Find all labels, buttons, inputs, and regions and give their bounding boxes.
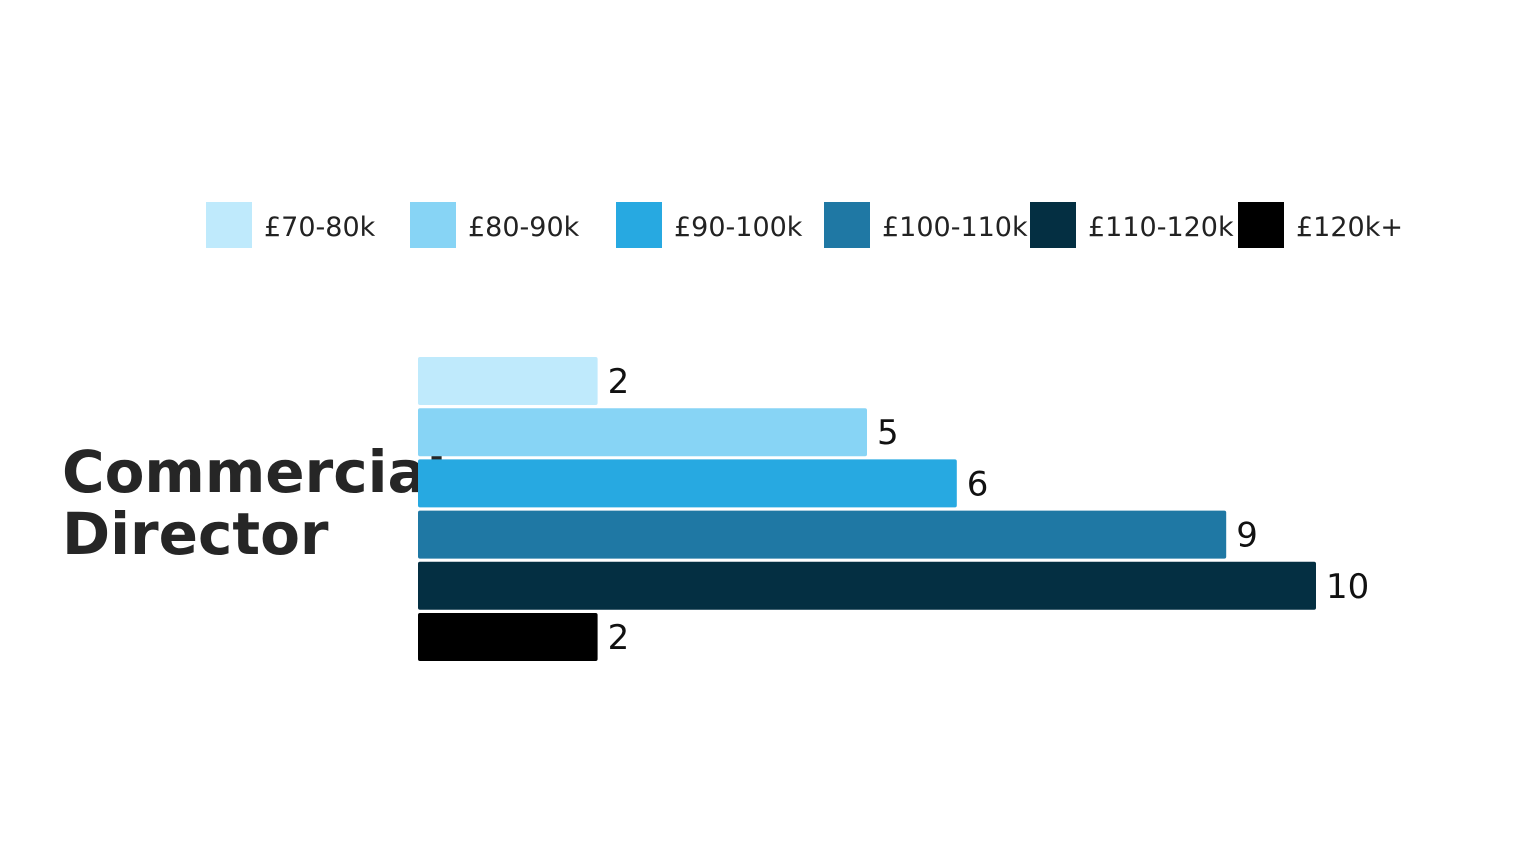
legend-swatch-5 [1030, 202, 1076, 248]
legend-label-4: £100-110k [882, 212, 1028, 243]
category-label-line-1: Commercial [62, 438, 447, 506]
data-label-6: 2 [608, 618, 630, 658]
bar-3 [418, 459, 957, 508]
legend-swatch-2 [410, 202, 456, 248]
bar-group: 2 5 6 9 10 2 [418, 357, 1369, 661]
legend-label-5: £110-120k [1088, 212, 1234, 243]
legend-swatch-3 [616, 202, 662, 248]
legend-swatch-1 [206, 202, 252, 248]
legend-label-2: £80-90k [468, 212, 580, 243]
legend: £70-80k £80-90k £90-100k £100-110k £110-120k… [206, 202, 1403, 248]
data-label-3: 6 [967, 464, 989, 504]
legend-swatch-6 [1238, 202, 1284, 248]
bar-5 [418, 561, 1316, 610]
bar-2 [418, 408, 867, 457]
bar-4 [418, 510, 1227, 559]
category-label-line-2: Director [62, 500, 329, 568]
bar-6 [418, 613, 598, 661]
data-label-1: 2 [608, 362, 630, 402]
legend-label-1: £70-80k [264, 212, 376, 243]
category-label: Commercial Director [62, 438, 467, 568]
data-label-4: 9 [1236, 516, 1258, 556]
legend-label-6: £120k+ [1296, 212, 1403, 243]
legend-label-3: £90-100k [674, 212, 803, 243]
data-label-2: 5 [877, 413, 899, 453]
bar-1 [418, 357, 598, 405]
legend-swatch-4 [824, 202, 870, 248]
data-label-5: 10 [1326, 567, 1369, 607]
